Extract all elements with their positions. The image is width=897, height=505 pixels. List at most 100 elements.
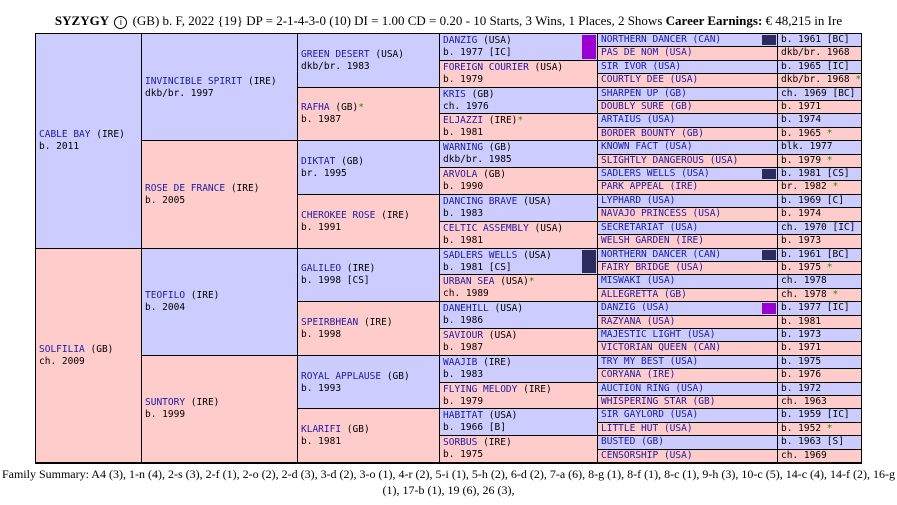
horse-link[interactable]: ARVOLA [443, 169, 478, 181]
horse-link[interactable]: SECRETARIAT [601, 221, 664, 233]
horse-link[interactable]: GALILEO [301, 263, 342, 275]
horse-link[interactable]: VICTORIAN QUEEN [601, 342, 687, 354]
horse-link[interactable]: CELTIC ASSEMBLY [443, 222, 529, 234]
horse-link[interactable]: LITTLE HUT [601, 422, 659, 434]
horse-link[interactable]: COURTLY DEE [601, 74, 664, 86]
horse-link[interactable]: KNOWN FACT [601, 141, 659, 153]
horse-link[interactable]: AUCTION RING [601, 382, 670, 394]
horse-link[interactable]: LYPHARD [601, 194, 642, 206]
horse-detail: b. 1987 [301, 114, 342, 126]
star-icon: * [826, 181, 839, 193]
horse-origin: (USA) [663, 422, 693, 434]
horse-link[interactable]: MISWAKI [601, 275, 642, 287]
horse-origin: (USA) [692, 208, 722, 220]
horse-link[interactable]: SORBUS [443, 437, 478, 449]
horse-origin: (IRE) [96, 129, 125, 141]
horse-link[interactable]: SAVIOUR [443, 329, 484, 341]
pedigree-detail-cell: ch. 1969 [BC] [778, 87, 861, 102]
horse-link[interactable]: KRIS [443, 88, 466, 100]
horse-link[interactable]: GREEN DESERT [301, 48, 370, 60]
horse-link[interactable]: SIR GAYLORD [601, 409, 664, 421]
horse-link[interactable]: ELJAZZI [443, 115, 484, 127]
horse-link[interactable]: SLIGHTLY DANGEROUS [601, 154, 704, 166]
horse-origin: (USA) [488, 410, 518, 422]
horse-link[interactable]: MAJESTIC LIGHT [601, 328, 682, 340]
horse-link[interactable]: ROYAL APPLAUSE [301, 370, 382, 382]
pedigree-cell-gen5: SIR IVOR (USA) [598, 60, 778, 75]
star-icon: * [517, 115, 524, 127]
horse-link[interactable]: WAAJIB [443, 356, 478, 368]
horse-link[interactable]: HABITAT [443, 410, 484, 422]
horse-link[interactable]: BORDER BOUNTY [601, 127, 676, 139]
horse-link[interactable]: DANCING BRAVE [443, 195, 518, 207]
pedigree-cell-gen5: AUCTION RING (USA) [598, 382, 778, 396]
horse-detail: b. 1975 [781, 261, 822, 273]
horse-link[interactable]: CENSORSHIP [601, 449, 659, 461]
horse-origin: (GB) [483, 169, 506, 181]
horse-link[interactable]: ALLEGRETTA [601, 288, 659, 300]
horse-origin: (CAN) [692, 248, 722, 260]
horse-link[interactable]: ARTAIUS [601, 114, 642, 126]
horse-link[interactable]: CORYANA [601, 369, 642, 381]
horse-origin: (GB) [346, 424, 370, 436]
horse-link[interactable]: NORTHERN DANCER [601, 248, 687, 260]
horse-link[interactable]: WHISPERING STAR [601, 395, 687, 407]
horse-link[interactable]: CHEROKEE ROSE [301, 209, 376, 221]
horse-link[interactable]: FOREIGN COURIER [443, 61, 529, 73]
horse-link[interactable]: RAFHA [301, 102, 330, 114]
horse-link[interactable]: WARNING [443, 142, 484, 154]
star-icon: * [821, 261, 833, 273]
pedigree-cell-gen5: DANZIG (USA) [598, 302, 778, 316]
horse-link[interactable]: ROSE DE FRANCE [145, 182, 226, 194]
horse-origin: (USA) [534, 222, 564, 234]
horse-link[interactable]: DANZIG [443, 35, 478, 46]
horse-link[interactable]: SIR IVOR [601, 60, 647, 72]
horse-link[interactable]: KLARIFI [301, 424, 342, 436]
info-icon[interactable]: i [114, 15, 128, 29]
horse-link[interactable]: DIKTAT [301, 156, 336, 168]
horse-link[interactable]: DOUBLY SURE [601, 101, 664, 113]
horse-origin: (IRE) [669, 181, 699, 193]
horse-link[interactable]: PARK APPEAL [601, 181, 664, 193]
horse-link[interactable]: FLYING MELODY [443, 383, 518, 395]
pedigree-cell-gen5: ALLEGRETTA (GB) [598, 288, 778, 303]
horse-detail: b. 1969 [C] [781, 194, 844, 206]
pedigree-cell-gen4: FLYING MELODY (IRE) b. 1979 [440, 382, 598, 410]
horse-detail: dkb/br. 1985 [443, 154, 512, 166]
horse-link[interactable]: TEOFILO [145, 290, 186, 302]
horse-link[interactable]: FAIRY BRIDGE [601, 261, 670, 273]
horse-link[interactable]: INVINCIBLE SPIRIT [145, 75, 243, 87]
pedigree-detail-cell: b. 1959 [IC] [778, 409, 861, 423]
horse-link[interactable]: SOLFILIA [39, 343, 85, 355]
pedigree-cell-gen5: PARK APPEAL (IRE) [598, 181, 778, 195]
horse-link[interactable]: DANZIG [601, 302, 636, 314]
horse-link[interactable]: SPEIRBHEAN [301, 316, 359, 328]
pedigree-cell-gen3: GALILEO (IRE) b. 1998 [CS] [298, 248, 440, 303]
horse-link[interactable]: PAS DE NOM [601, 47, 659, 59]
pedigree-cell-gen5: DOUBLY SURE (GB) [598, 101, 778, 115]
horse-link[interactable]: RAZYANA [601, 315, 642, 327]
pedigree-detail-cell: b. 1961 [BC] [778, 34, 861, 48]
horse-link[interactable]: TRY MY BEST [601, 355, 664, 367]
pedigree-table: CABLE BAY (IRE) b. 2011 SOLFILIA (GB) ch. 2… [35, 33, 862, 464]
horse-detail: ch. 1963 [781, 395, 827, 407]
horse-origin: (GB) [335, 102, 359, 114]
horse-link[interactable]: WELSH GARDEN [601, 235, 670, 247]
horse-link[interactable]: URBAN SEA [443, 276, 495, 288]
pedigree-cell-gen3: DIKTAT (GB) br. 1995 [298, 141, 440, 195]
horse-detail: ch. 1970 [IC] [781, 221, 856, 233]
horse-link[interactable]: SADLERS WELLS [443, 249, 518, 261]
horse-name[interactable]: SYZYGY [54, 13, 110, 28]
horse-link[interactable]: BUSTED [601, 436, 636, 448]
horse-link[interactable]: SHARPEN UP [601, 87, 659, 99]
horse-detail: b. 2004 [145, 302, 186, 314]
horse-origin: (USA) [646, 114, 676, 126]
horse-link[interactable]: SADLERS WELLS [601, 168, 676, 180]
pedigree-cell-gen2: ROSE DE FRANCE (IRE) b. 2005 [142, 141, 298, 249]
horse-link[interactable]: NAVAJO PRINCESS [601, 208, 687, 220]
horse-link[interactable]: CABLE BAY [39, 129, 91, 141]
horse-link[interactable]: DANEHILL [443, 303, 489, 315]
horse-link[interactable]: NORTHERN DANCER [601, 34, 687, 45]
horse-origin: (IRE) [247, 75, 277, 87]
horse-link[interactable]: SUNTORY [145, 397, 186, 409]
